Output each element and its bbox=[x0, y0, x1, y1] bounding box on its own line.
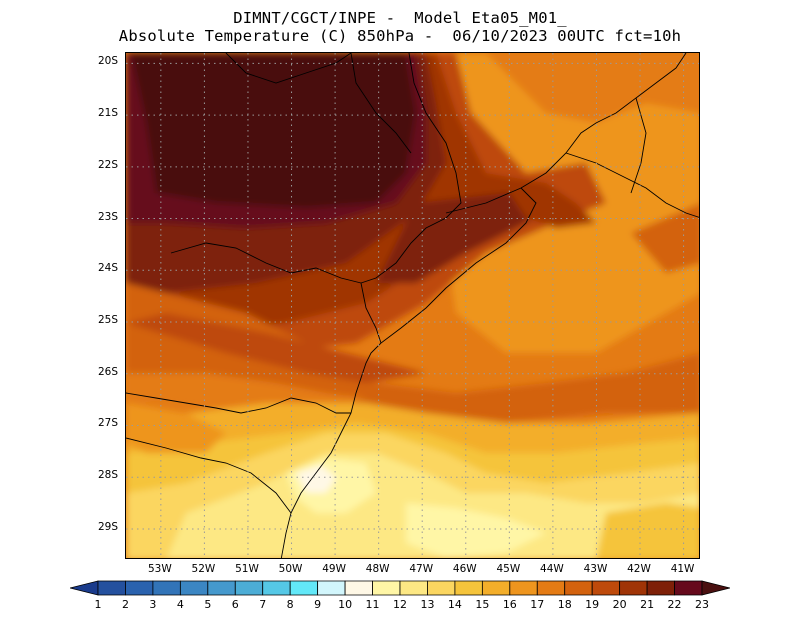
latitude-tick-label: 29S bbox=[98, 520, 119, 533]
colorbar-tick-label: 7 bbox=[259, 598, 267, 611]
colorbar-tick-label: 22 bbox=[667, 598, 682, 611]
latitude-tick-label: 21S bbox=[98, 107, 119, 120]
colorbar-swatch bbox=[619, 580, 648, 596]
colorbar-tick-label: 23 bbox=[695, 598, 709, 611]
colorbar-tick-label: 19 bbox=[585, 598, 600, 611]
colorbar-tick-label: 21 bbox=[640, 598, 655, 611]
latitude-tick-label: 20S bbox=[98, 55, 119, 68]
colorbar-tick-label: 17 bbox=[530, 598, 545, 611]
colorbar-tick-label: 8 bbox=[286, 598, 294, 611]
colorbar-tick-label: 1 bbox=[94, 598, 102, 611]
colorbar-swatch bbox=[674, 580, 703, 596]
temperature-map bbox=[125, 52, 700, 559]
latitude-tick-label: 25S bbox=[98, 314, 119, 327]
colorbar-swatch bbox=[234, 580, 264, 596]
longitude-tick-label: 52W bbox=[191, 563, 216, 575]
colorbar-tick-label: 16 bbox=[502, 598, 517, 611]
colorbar-swatch bbox=[152, 580, 181, 596]
latitude-tick-label: 27S bbox=[98, 417, 119, 430]
colorbar-tick-label: 10 bbox=[338, 598, 353, 611]
colorbar-swatch bbox=[125, 580, 154, 596]
colorbar-tick-label: 9 bbox=[314, 598, 322, 611]
colorbar-tick-label: 13 bbox=[420, 598, 435, 611]
colorbar-swatch bbox=[564, 580, 593, 596]
colorbar-tick-label: 11 bbox=[365, 598, 380, 611]
colorbar-swatch bbox=[179, 580, 209, 596]
colorbar-swatch bbox=[262, 580, 291, 596]
longitude-tick-label: 41W bbox=[670, 563, 695, 575]
longitude-tick-label: 51W bbox=[235, 563, 259, 575]
colorbar bbox=[70, 580, 730, 596]
colorbar-swatch bbox=[317, 580, 346, 596]
temperature-bands bbox=[126, 53, 699, 558]
latitude-tick-label: 22S bbox=[98, 158, 119, 171]
chart-title-line-1: DIMNT/CGCT/INPE - Model Eta05_M01_ bbox=[233, 9, 567, 27]
colorbar-tick-label: 2 bbox=[121, 598, 129, 611]
longitude-tick-label: 42W bbox=[627, 563, 651, 575]
colorbar-swatch bbox=[427, 580, 456, 596]
longitude-tick-label: 46W bbox=[452, 563, 477, 575]
colorbar-tick-label: 3 bbox=[149, 598, 157, 611]
colorbar-tick-label: 6 bbox=[231, 598, 239, 611]
colorbar-tick-label: 5 bbox=[204, 598, 212, 611]
colorbar-swatch bbox=[481, 580, 511, 596]
latitude-tick-label: 26S bbox=[98, 365, 119, 378]
longitude-tick-label: 49W bbox=[322, 563, 346, 575]
colorbar-swatch bbox=[454, 580, 483, 596]
longitude-tick-label: 48W bbox=[365, 563, 390, 575]
colorbar-swatch bbox=[207, 580, 236, 596]
colorbar-swatch bbox=[536, 580, 566, 596]
colorbar-swatch bbox=[372, 580, 401, 596]
colorbar-tick-label: 20 bbox=[612, 598, 627, 611]
latitude-tick-label: 23S bbox=[98, 210, 119, 223]
longitude-tick-label: 53W bbox=[147, 563, 172, 575]
latitude-tick-label: 28S bbox=[98, 469, 119, 482]
colorbar-swatch bbox=[399, 580, 428, 596]
colorbar-tick-label: 15 bbox=[475, 598, 490, 611]
grid-lines bbox=[126, 53, 699, 558]
colorbar-tick-label: 18 bbox=[557, 598, 572, 611]
colorbar-swatch bbox=[344, 580, 373, 596]
colorbar-swatch bbox=[97, 580, 126, 596]
longitude-tick-label: 44W bbox=[540, 563, 564, 575]
colorbar-tick-label: 14 bbox=[447, 598, 462, 611]
map-canvas bbox=[126, 53, 699, 558]
colorbar-swatch bbox=[70, 580, 99, 596]
coastline-and-borders bbox=[126, 53, 699, 558]
longitude-tick-label: 47W bbox=[409, 563, 434, 575]
longitude-tick-label: 43W bbox=[583, 563, 608, 575]
colorbar-swatch bbox=[646, 580, 675, 596]
longitude-tick-label: 50W bbox=[278, 563, 303, 575]
chart-title-line-2: Absolute Temperature (C) 850hPa - 06/10/… bbox=[118, 27, 682, 45]
longitude-tick-label: 45W bbox=[496, 563, 521, 575]
colorbar-swatch bbox=[289, 580, 319, 596]
colorbar-tick-label: 12 bbox=[393, 598, 407, 611]
colorbar-swatch bbox=[591, 580, 621, 596]
colorbar-tick-label: 4 bbox=[176, 598, 184, 611]
latitude-tick-label: 24S bbox=[98, 262, 119, 275]
colorbar-swatch bbox=[701, 580, 730, 596]
colorbar-swatch bbox=[509, 580, 538, 596]
